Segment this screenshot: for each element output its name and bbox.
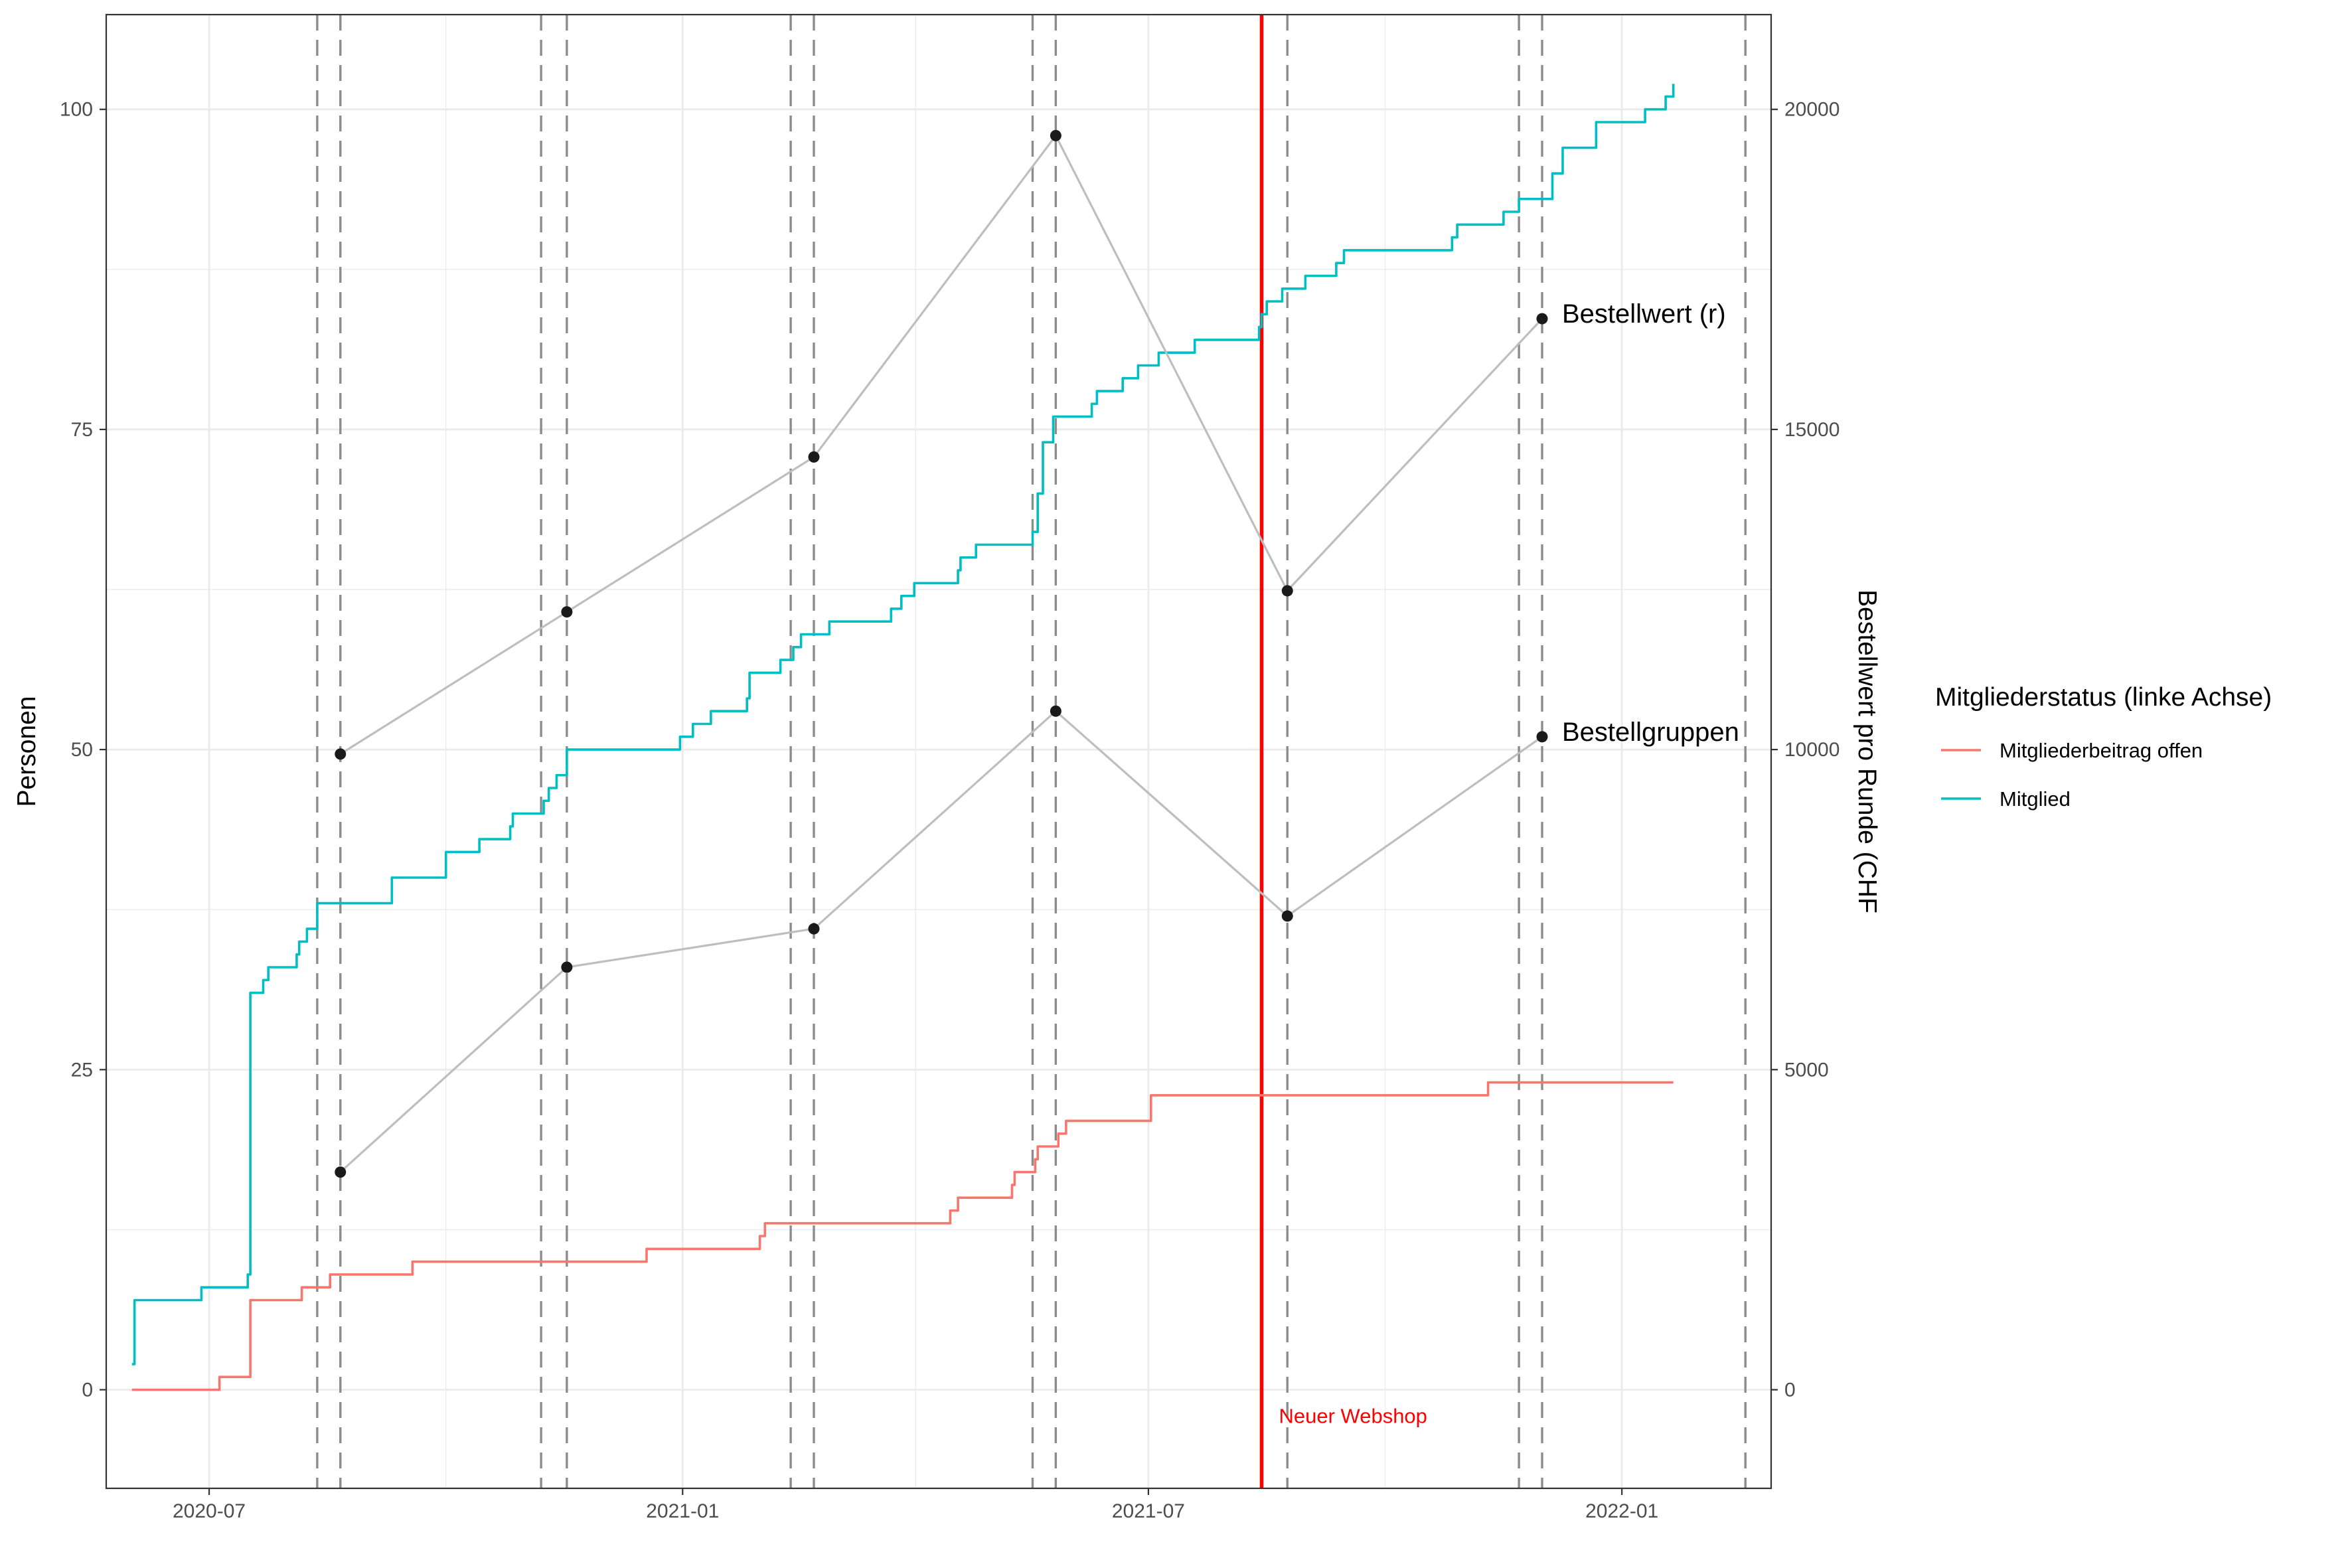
plot-panel-border bbox=[105, 13, 1772, 1490]
legend: Mitgliederstatus (linke Achse) Mitgliede… bbox=[1935, 683, 2272, 811]
x-tick-label: 2020-07 bbox=[173, 1500, 246, 1522]
y-right-tick-label: 0 bbox=[1784, 1379, 1796, 1401]
data-point-bestellgruppen bbox=[1536, 731, 1548, 743]
data-series: Bestellwert (r) Bestellgruppen bbox=[131, 84, 1739, 1391]
series-line-bestellgruppen bbox=[339, 710, 1543, 1173]
data-point-bestellgruppen bbox=[808, 923, 820, 935]
y-left-tick-label: 0 bbox=[82, 1379, 93, 1401]
series-line-mitgliederbeitrag-offen bbox=[131, 1081, 1674, 1391]
data-point-bestellgruppen bbox=[561, 961, 573, 973]
data-point-bestellwert-r bbox=[561, 606, 573, 618]
series-line-bestellwert-r bbox=[339, 134, 1543, 755]
data-point-bestellwert-r bbox=[1281, 585, 1293, 597]
y-left-axis-title: Personen bbox=[13, 696, 41, 807]
data-point-bestellwert-r bbox=[808, 451, 820, 463]
legend-label-mitgliederbeitrag-offen: Mitgliederbeitrag offen bbox=[1999, 739, 2203, 762]
data-point-bestellgruppen bbox=[1281, 910, 1293, 922]
x-tick-label: 2021-07 bbox=[1112, 1500, 1185, 1522]
series-line-mitglied bbox=[131, 84, 1675, 1366]
data-point-bestellwert-r bbox=[335, 748, 347, 760]
legend-label-mitglied: Mitglied bbox=[1999, 787, 2071, 811]
x-tick-label: 2022-01 bbox=[1585, 1500, 1658, 1522]
y-right-axis-title: Bestellwert pro Runde (CHF bbox=[1853, 589, 1881, 913]
y-left-tick-label: 25 bbox=[71, 1059, 93, 1081]
x-tick-label: 2021-01 bbox=[646, 1500, 719, 1522]
data-point-bestellwert-r bbox=[1536, 313, 1548, 325]
y-right-tick-label: 20000 bbox=[1784, 99, 1840, 121]
axes: 0 25 50 75 100 0 5000 10000 15000 20000 2020-07 202… bbox=[60, 99, 1840, 1522]
y-left-tick-label: 75 bbox=[71, 419, 93, 441]
event-label-neuer-webshop: Neuer Webshop bbox=[1279, 1405, 1427, 1428]
data-point-bestellwert-r bbox=[1050, 129, 1061, 141]
y-right-tick-label: 5000 bbox=[1784, 1059, 1829, 1081]
data-point-bestellgruppen bbox=[335, 1166, 347, 1178]
series-label-bestellwert-r: Bestellwert (r) bbox=[1562, 299, 1726, 329]
y-right-tick-label: 10000 bbox=[1784, 739, 1840, 761]
y-left-tick-label: 50 bbox=[71, 739, 93, 761]
grid-lines bbox=[106, 15, 1771, 1488]
y-right-tick-label: 15000 bbox=[1784, 419, 1840, 441]
legend-title: Mitgliederstatus (linke Achse) bbox=[1935, 683, 2272, 712]
series-label-bestellgruppen: Bestellgruppen bbox=[1562, 718, 1739, 747]
data-point-bestellgruppen bbox=[1050, 705, 1061, 717]
y-left-tick-label: 100 bbox=[60, 99, 93, 121]
